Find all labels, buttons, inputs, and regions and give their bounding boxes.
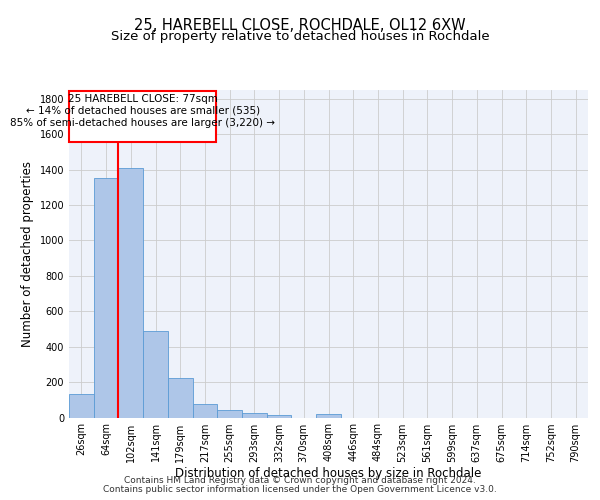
Bar [69, 394, 94, 417]
Text: ← 14% of detached houses are smaller (535): ← 14% of detached houses are smaller (53… [26, 106, 260, 116]
Bar [118, 168, 143, 418]
Bar [267, 415, 292, 418]
Bar [143, 331, 168, 418]
Bar [316, 414, 341, 418]
Text: 25 HAREBELL CLOSE: 77sqm: 25 HAREBELL CLOSE: 77sqm [68, 94, 218, 104]
Text: 85% of semi-detached houses are larger (3,220) →: 85% of semi-detached houses are larger (… [10, 118, 275, 128]
Bar [168, 378, 193, 418]
Text: Contains HM Land Registry data © Crown copyright and database right 2024.: Contains HM Land Registry data © Crown c… [124, 476, 476, 485]
Text: 25, HAREBELL CLOSE, ROCHDALE, OL12 6XW: 25, HAREBELL CLOSE, ROCHDALE, OL12 6XW [134, 18, 466, 32]
Bar [193, 404, 217, 417]
Bar [70, 91, 216, 142]
Bar [242, 412, 267, 418]
Y-axis label: Number of detached properties: Number of detached properties [21, 161, 34, 347]
Bar [217, 410, 242, 418]
Text: Contains public sector information licensed under the Open Government Licence v3: Contains public sector information licen… [103, 485, 497, 494]
Bar [94, 178, 118, 418]
X-axis label: Distribution of detached houses by size in Rochdale: Distribution of detached houses by size … [175, 468, 482, 480]
Text: Size of property relative to detached houses in Rochdale: Size of property relative to detached ho… [110, 30, 490, 43]
